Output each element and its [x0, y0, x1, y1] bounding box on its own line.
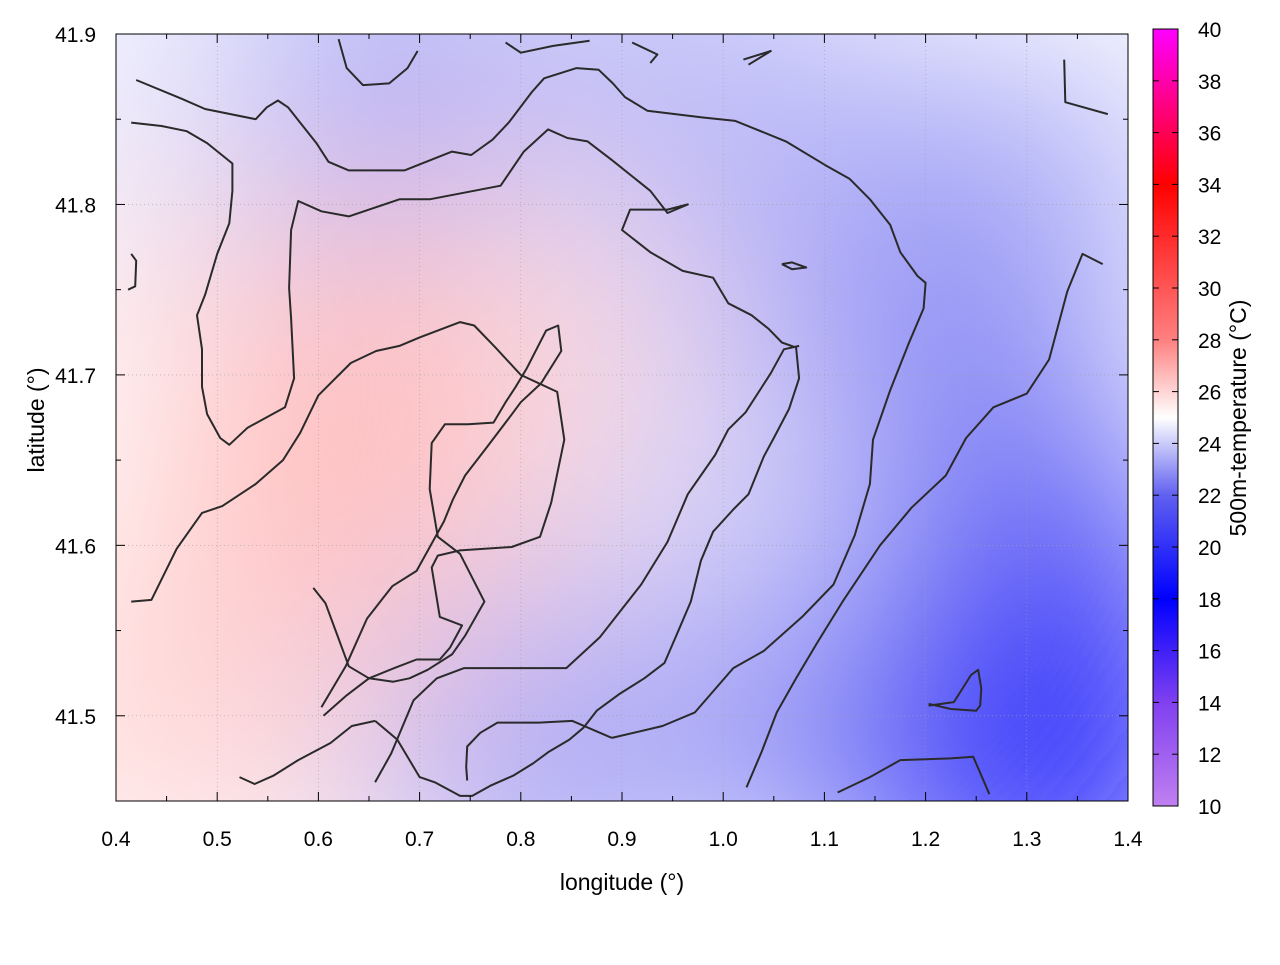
x-tick-label: 0.4	[101, 828, 131, 851]
contour-line	[1063, 59, 1109, 116]
contour-line	[239, 719, 376, 785]
contour-line	[312, 324, 563, 708]
x-tick-label: 0.6	[304, 828, 333, 851]
colorbar-tick-label: 14	[1198, 692, 1222, 715]
colorbar-tick-label: 30	[1198, 278, 1221, 301]
x-tick-label: 0.5	[203, 828, 232, 851]
y-tick-label: 41.9	[55, 24, 96, 47]
colorbar-ticks: 10 12 14 16 18 20 22 24 26 28 30 32 34 36 38 40	[1153, 19, 1222, 819]
y-axis-label: latitude (°)	[23, 367, 49, 472]
plot-area: 0.4 0.5 0.6 0.7 0.8 0.9 1.0 1.1 1.2 1.3 1.4 41.541…	[55, 24, 1143, 851]
heatmap-cell	[116, 562, 329, 801]
x-tick-label: 0.7	[405, 828, 434, 851]
colorbar-tick-label: 24	[1198, 433, 1222, 456]
colorbar-tick-label: 34	[1198, 174, 1222, 197]
colorbar-tick-label: 10	[1198, 796, 1221, 819]
contour-lines	[127, 38, 1109, 797]
x-tick-label: 1.1	[810, 828, 839, 851]
contour-line	[928, 668, 983, 712]
y-tick-label: 41.8	[55, 194, 96, 217]
heatmap-cell	[116, 34, 299, 239]
colorbar-tick-label: 18	[1198, 589, 1221, 612]
colorbar-tick-label: 28	[1198, 330, 1221, 353]
x-tick-label: 1.0	[709, 828, 738, 851]
x-tick-label: 1.4	[1113, 828, 1143, 851]
colorbar-tick-label: 26	[1198, 382, 1221, 405]
colorbar-tick-label: 22	[1198, 485, 1221, 508]
contour-line	[374, 344, 800, 783]
y-axis-ticks: 41.5 41.6 41.7 41.8 41.9	[55, 24, 1128, 802]
contour-line	[135, 67, 927, 739]
x-tick-label: 1.2	[911, 828, 940, 851]
y-tick-label: 41.6	[55, 535, 96, 558]
colorbar-tick-label: 20	[1198, 537, 1221, 560]
contour-line	[837, 755, 991, 795]
contour-line	[131, 321, 566, 717]
contour-line	[127, 253, 138, 291]
x-tick-label: 0.8	[506, 828, 535, 851]
contour-line	[131, 121, 801, 797]
colorbar-frame	[1152, 28, 1179, 807]
colorbar-tick-label: 36	[1198, 123, 1221, 146]
x-axis-label: longitude (°)	[560, 869, 684, 895]
colorbar: 10 12 14 16 18 20 22 24 26 28 30 32 34 36 38 40 500m-te…	[1152, 19, 1251, 819]
colorbar-tick-label: 16	[1198, 641, 1221, 664]
colorbar-gradient	[1153, 29, 1178, 806]
colorbar-label: 500m-temperature (°C)	[1225, 300, 1251, 537]
colorbar-tick-label: 40	[1198, 19, 1221, 42]
contour-line	[337, 38, 419, 87]
y-tick-label: 41.7	[55, 365, 96, 388]
contour-line	[781, 261, 808, 271]
x-axis-ticks: 0.4 0.5 0.6 0.7 0.8 0.9 1.0 1.1 1.2 1.3 1.4	[101, 34, 1143, 851]
heatmap-field	[116, 34, 1128, 801]
contour-line	[745, 252, 1104, 788]
y-tick-label: 41.5	[55, 706, 96, 729]
contour-line	[465, 719, 613, 781]
colorbar-tick-label: 32	[1198, 226, 1221, 249]
heatmap-cell	[581, 357, 906, 665]
colorbar-tick-label: 12	[1198, 744, 1221, 767]
colorbar-tick-label: 38	[1198, 71, 1221, 94]
contour-line	[743, 50, 772, 66]
x-tick-label: 1.3	[1012, 828, 1041, 851]
contour-line	[505, 39, 590, 54]
x-tick-label: 0.9	[607, 828, 636, 851]
contour-line	[631, 41, 659, 64]
